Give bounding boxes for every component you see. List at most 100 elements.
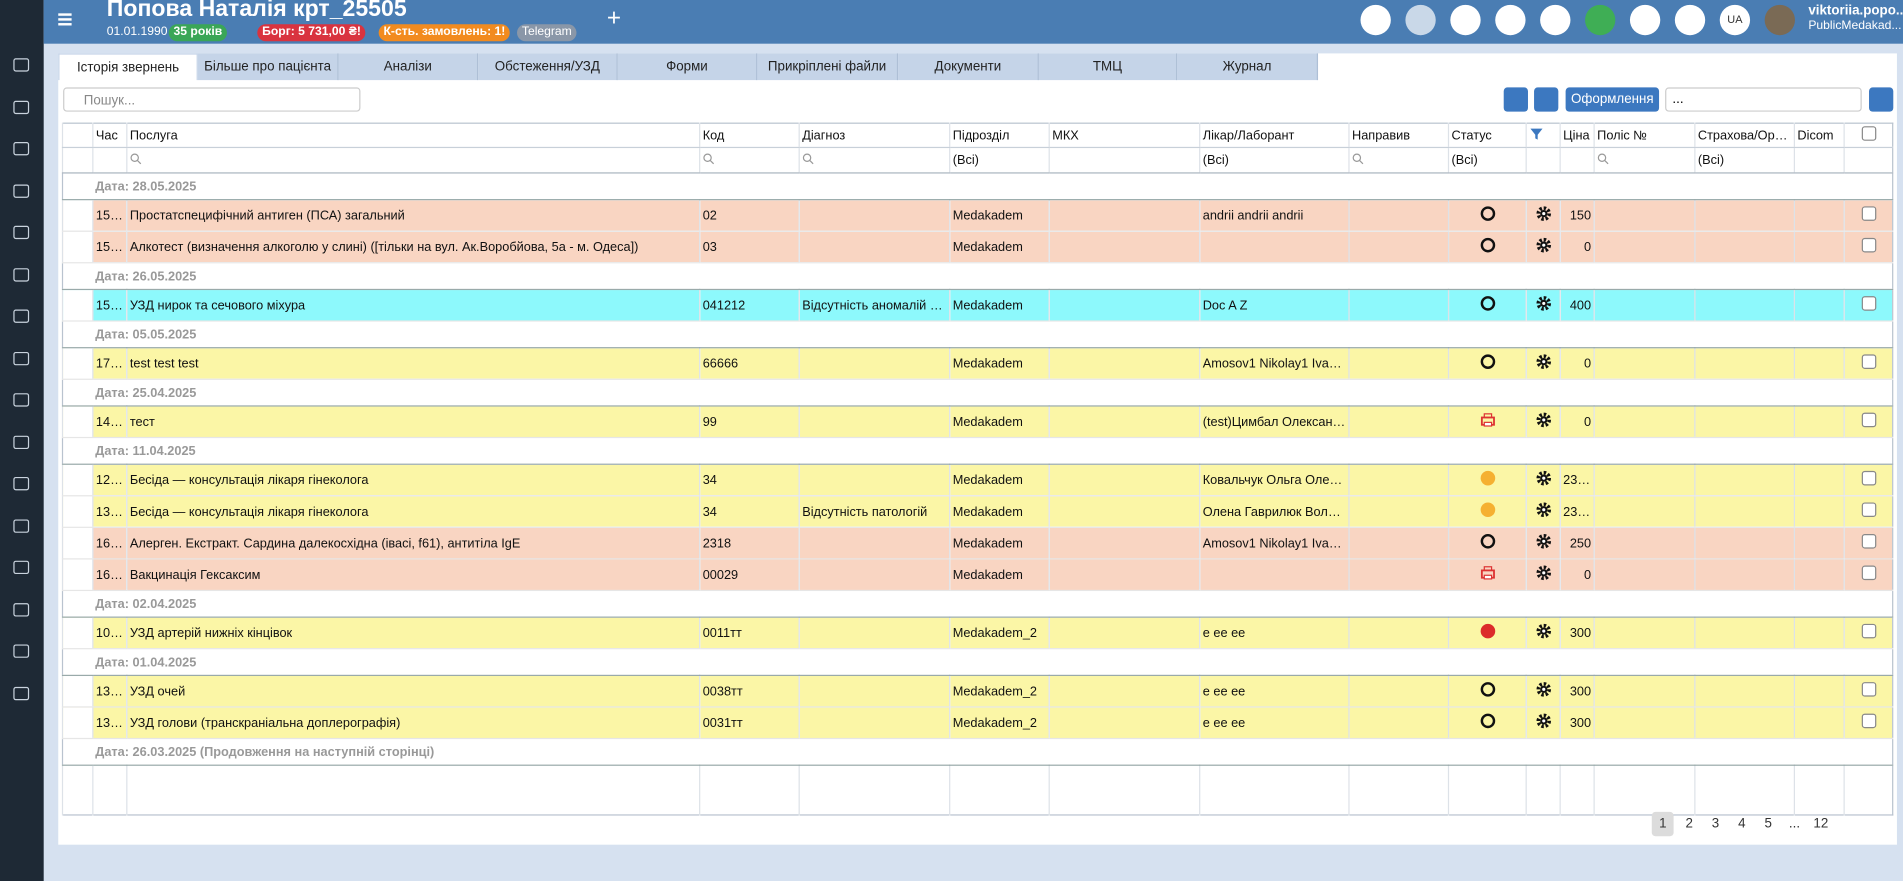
sidebar-icon[interactable] [13,183,30,198]
service-row[interactable]: 16:49 Алерген. Екстракт. Сардина далекосх… [61,527,1893,560]
checkout-button[interactable]: Оформлення [1565,87,1660,112]
filter-cell[interactable]: (Всі) [1199,147,1349,174]
call-button[interactable] [1585,4,1616,36]
filter-icon[interactable] [1529,126,1544,141]
tab[interactable]: Форми [617,53,758,81]
sidebar-icon[interactable] [13,644,30,658]
service-row[interactable]: 13:11 УЗД очей 0038тт Medakadem_2 е ее ее 300 [61,675,1893,708]
tab[interactable]: Обстеження/УЗД [478,53,618,81]
messenger-badge[interactable]: Telegram [517,24,577,42]
service-row[interactable]: 14:26 тест 99 Medakadem (test)Цимбал Олексан… [61,405,1893,439]
cell-diagnosis [798,675,950,708]
group-toggle[interactable] [62,437,93,465]
service-row[interactable]: 13:11 УЗД голови (транскраніальна доплеро… [61,706,1893,740]
sidebar-icon[interactable] [13,393,30,407]
filter-cell[interactable]: (Всі) [1694,147,1795,174]
service-row[interactable]: 17:26 test test test 66666 Medakadem Amosov1… [61,347,1893,380]
sidebar-icon[interactable] [13,435,30,449]
language-button[interactable]: UA [1719,4,1751,36]
filter-cell[interactable] [1348,147,1449,174]
tab[interactable]: Аналізи [338,53,479,81]
cell-referrer [1348,405,1449,439]
filter-cell[interactable] [798,147,950,174]
orders-badge[interactable]: К-сть. замовлень: 1! [378,24,511,42]
page-link[interactable]: 1 [1651,811,1674,837]
group-toggle[interactable] [62,648,93,677]
announce-button[interactable] [1674,4,1706,36]
sidebar-icon[interactable] [13,58,30,72]
service-row[interactable]: 12:25 Бесіда — консультація лікаря гінеко… [61,464,1893,497]
copy-button[interactable] [1503,87,1528,112]
cell-code: 99 [699,405,800,439]
filter-cell[interactable]: (Всі) [1447,147,1527,174]
debt-badge[interactable]: Борг: 5 731,00 ₴! [257,24,366,42]
menu-button[interactable] [58,13,72,16]
page-link[interactable]: 5 [1764,816,1772,832]
tab[interactable]: ТМЦ [1038,53,1178,81]
filter-cell[interactable]: (Всі) [949,147,1050,174]
filter-cell[interactable] [699,147,800,174]
filter-cell[interactable] [1559,147,1595,174]
search-input[interactable]: Пошук... [63,87,361,112]
icon-button[interactable] [1405,4,1436,36]
service-row[interactable]: 16:49 Вакцинація Гексаксим 00029 Medakadem 0 [61,558,1893,592]
sidebar-icon[interactable] [13,309,30,323]
cell-policy [1593,289,1695,322]
help-button[interactable] [1629,4,1661,36]
card-button[interactable] [1495,4,1526,36]
service-row[interactable]: 15:59 УЗД нирок та сечового міхура 041212 В… [61,289,1893,322]
sidebar-icon[interactable] [13,518,30,533]
column-header: Підрозділ [949,123,1050,149]
chat-button[interactable] [1360,4,1391,36]
tab[interactable]: Історія звернень [58,53,198,81]
cell-check [1843,347,1893,380]
save-button[interactable] [1534,87,1559,112]
service-row[interactable]: 10:00 УЗД артерій нижніх кінцівок 0011тт Me… [61,617,1893,650]
service-row[interactable]: 13:05 Бесіда — консультація лікаря гінеко… [61,495,1893,528]
avatar[interactable] [1764,4,1795,36]
tab[interactable]: Документи [898,53,1039,81]
cell-gear [1525,617,1561,650]
service-row[interactable]: 15:37 Алкотест (визначення алкоголю у сли… [61,231,1893,264]
sidebar-icon[interactable] [13,560,30,575]
sidebar-icon[interactable] [13,267,30,281]
page-link[interactable]: 4 [1738,816,1746,832]
page-link[interactable]: ... [1788,816,1801,832]
pdf-button[interactable] [1450,4,1481,36]
group-toggle[interactable] [62,738,93,766]
cell-doctor: Олена Гаврилюк Волод... [1199,495,1349,528]
filter-cell[interactable] [1793,147,1845,174]
calc-button[interactable] [1540,4,1571,36]
sidebar-icon[interactable] [13,476,30,491]
filter-cell[interactable] [1843,147,1893,174]
empty-cell [1048,765,1200,815]
sidebar-icon[interactable] [13,351,30,365]
filter-cell[interactable] [1593,147,1695,174]
page-link[interactable]: 3 [1711,816,1720,832]
group-toggle[interactable] [62,590,93,618]
action-select[interactable]: ... [1665,87,1862,112]
group-toggle[interactable] [62,321,93,349]
sidebar-icon[interactable] [13,100,30,114]
filter-cell[interactable] [1525,147,1561,174]
group-toggle[interactable] [62,379,93,407]
sidebar-icon[interactable] [13,141,30,156]
cell-mkh [1048,199,1200,232]
tab[interactable]: Прикріплені файли [757,53,899,81]
sidebar-icon[interactable] [13,686,30,700]
page-link[interactable]: 12 [1813,816,1829,832]
group-toggle[interactable] [62,262,93,291]
add-button[interactable]: + [606,4,622,32]
tab[interactable]: Журнал [1177,53,1319,81]
delete-button[interactable] [1869,87,1894,112]
sidebar-icon[interactable] [13,602,30,616]
group-toggle[interactable] [62,172,93,201]
filter-cell[interactable] [92,147,127,174]
page-link[interactable]: 2 [1685,816,1693,832]
filter-cell[interactable] [126,147,700,174]
sidebar-icon[interactable] [13,225,30,240]
tab[interactable]: Більше про пацієнта [197,53,339,81]
filter-cell[interactable] [1048,147,1200,174]
filter-cell[interactable] [61,147,93,174]
service-row[interactable]: 15:24 Простатспецифічний антиген (ПСА) за… [61,199,1893,232]
